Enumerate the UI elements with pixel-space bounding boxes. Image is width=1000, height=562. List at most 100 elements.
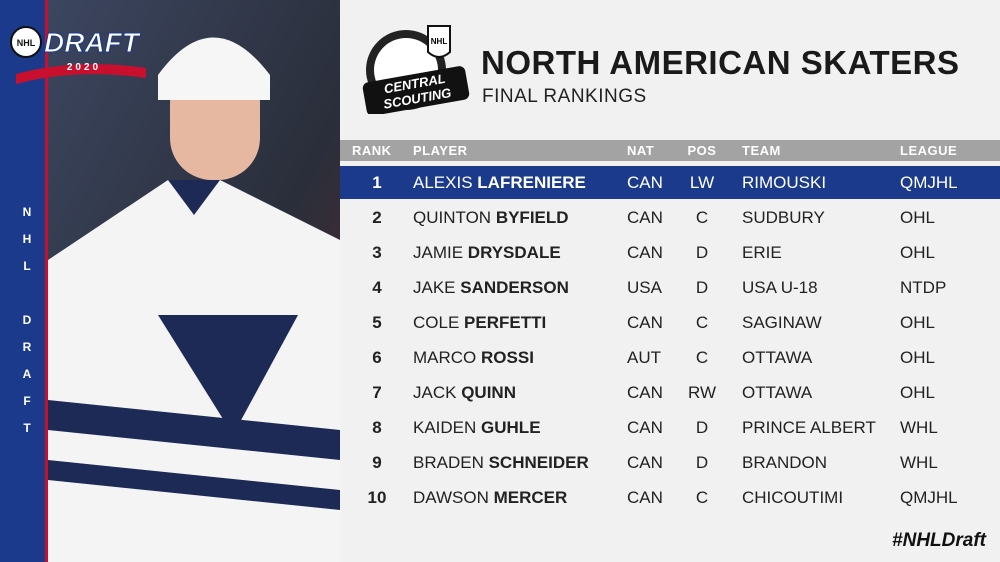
first-name: MARCO [413, 348, 477, 367]
league: OHL [900, 243, 935, 262]
rank: 4 [372, 278, 382, 297]
subtitle: FINAL RANKINGS [482, 86, 647, 107]
column-header: RANK [352, 143, 392, 158]
position: RW [687, 383, 716, 402]
rank: 9 [372, 453, 382, 472]
player: MARCO ROSSI [413, 341, 534, 374]
nationality: CAN [627, 313, 663, 332]
last-name: DRYSDALE [467, 243, 561, 262]
league: OHL [900, 383, 935, 402]
nationality: CAN [627, 383, 663, 402]
table-header [340, 140, 1000, 161]
nationality: CAN [627, 208, 663, 227]
team: SAGINAW [742, 313, 822, 332]
team: USA U-18 [742, 278, 818, 297]
red-line [45, 0, 48, 562]
player: ALEXIS LAFRENIERE [413, 166, 586, 199]
league: QMJHL [900, 173, 958, 192]
first-name: JAKE [413, 278, 456, 297]
league: OHL [900, 208, 935, 227]
nationality: CAN [627, 488, 663, 507]
last-name: BYFIELD [495, 208, 569, 227]
column-header: LEAGUE [900, 143, 958, 158]
first-name: COLE [413, 313, 460, 332]
nationality: USA [627, 278, 662, 297]
team: SUDBURY [742, 208, 825, 227]
rank: 2 [372, 208, 382, 227]
table-row: 3 JAMIE DRYSDALE CAN D ERIE OHL [340, 236, 1000, 269]
position: D [695, 418, 709, 437]
side-strip [0, 0, 45, 562]
position: D [695, 278, 709, 297]
league: QMJHL [900, 488, 958, 507]
column-header: POS [687, 143, 717, 158]
position: C [695, 488, 709, 507]
table-row: 8 KAIDEN GUHLE CAN D PRINCE ALBERT WHL [340, 411, 1000, 444]
nationality: CAN [627, 173, 663, 192]
player: JACK QUINN [413, 376, 516, 409]
player-photo [48, 0, 340, 562]
table-row: 2 QUINTON BYFIELD CAN C SUDBURY OHL [340, 201, 1000, 234]
position: C [695, 313, 709, 332]
player: KAIDEN GUHLE [413, 411, 541, 444]
logo-event: DRAFT [44, 27, 142, 58]
logo-year: 2020 [67, 62, 101, 73]
table-row: 5 COLE PERFETTI CAN C SAGINAW OHL [340, 306, 1000, 339]
nationality: AUT [627, 348, 661, 367]
league: OHL [900, 348, 935, 367]
side-text: NHL DRAFT [20, 205, 34, 448]
position: D [695, 453, 709, 472]
draft-logo: NHL DRAFT 2020 [10, 26, 146, 84]
hashtag: #NHLDraft [892, 530, 986, 551]
player: QUINTON BYFIELD [413, 201, 569, 234]
team: ERIE [742, 243, 782, 262]
table-row: 4 JAKE SANDERSON USA D USA U-18 NTDP [340, 271, 1000, 304]
scouting-league: NHL [431, 37, 448, 46]
first-name: BRADEN [413, 453, 484, 472]
league: NTDP [900, 278, 947, 297]
table-row: 6 MARCO ROSSI AUT C OTTAWA OHL [340, 341, 1000, 374]
team: CHICOUTIMI [742, 488, 844, 507]
first-name: JACK [413, 383, 457, 402]
player: BRADEN SCHNEIDER [413, 446, 589, 479]
nationality: CAN [627, 243, 663, 262]
team: RIMOUSKI [742, 173, 827, 192]
last-name: PERFETTI [464, 313, 547, 332]
position: D [695, 243, 709, 262]
last-name: QUINN [461, 383, 516, 402]
position: C [695, 348, 709, 367]
league: OHL [900, 313, 935, 332]
first-name: ALEXIS [413, 173, 473, 192]
team: OTTAWA [742, 383, 813, 402]
column-header: NAT [627, 143, 655, 158]
table-row: 1 ALEXIS LAFRENIERE CAN LW RIMOUSKI QMJHL [340, 166, 1000, 199]
team: PRINCE ALBERT [742, 418, 876, 437]
rank: 8 [372, 418, 382, 437]
rank: 10 [367, 488, 387, 507]
logo-league: NHL [17, 38, 36, 48]
player: JAKE SANDERSON [413, 271, 569, 304]
league: WHL [900, 418, 938, 437]
title: NORTH AMERICAN SKATERS [481, 44, 960, 81]
team: BRANDON [742, 453, 828, 472]
rank: 3 [372, 243, 382, 262]
position: C [695, 208, 709, 227]
player: DAWSON MERCER [413, 481, 567, 514]
player: JAMIE DRYSDALE [413, 236, 561, 269]
table-row: 10 DAWSON MERCER CAN C CHICOUTIMI QMJHL [340, 481, 1000, 514]
last-name: ROSSI [481, 348, 534, 367]
last-name: GUHLE [481, 418, 541, 437]
player: COLE PERFETTI [413, 306, 546, 339]
scouting-logo: NHL CENTRAL SCOUTING [362, 25, 470, 114]
column-header: PLAYER [413, 143, 468, 158]
table-row: 7 JACK QUINN CAN RW OTTAWA OHL [340, 376, 1000, 409]
first-name: DAWSON [413, 488, 489, 507]
rank: 5 [372, 313, 382, 332]
first-name: KAIDEN [413, 418, 477, 437]
position: LW [689, 173, 715, 192]
rank: 6 [372, 348, 382, 367]
last-name: LAFRENIERE [477, 173, 586, 192]
rank: 7 [372, 383, 382, 402]
first-name: QUINTON [413, 208, 492, 227]
